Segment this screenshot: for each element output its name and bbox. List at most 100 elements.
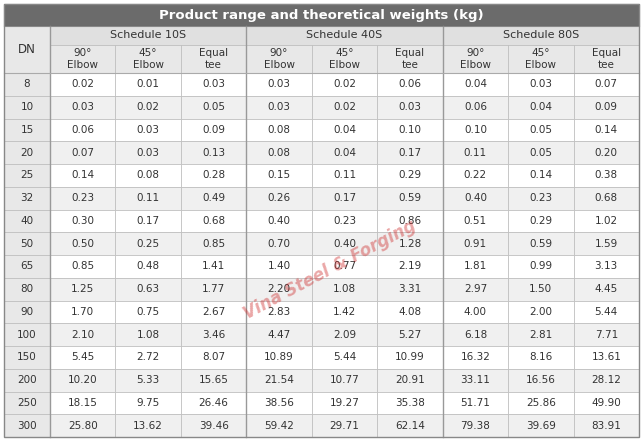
- Text: 0.48: 0.48: [136, 262, 159, 271]
- Text: 26.46: 26.46: [199, 398, 228, 408]
- Text: 0.63: 0.63: [136, 284, 159, 294]
- Bar: [377, 323, 442, 346]
- Text: 0.29: 0.29: [529, 216, 552, 226]
- Text: 1.50: 1.50: [529, 284, 552, 294]
- Text: 0.14: 0.14: [71, 170, 95, 180]
- Bar: [574, 278, 639, 300]
- Bar: [50, 232, 116, 255]
- Bar: [442, 26, 639, 45]
- Text: 0.40: 0.40: [267, 216, 291, 226]
- Bar: [312, 187, 377, 209]
- Bar: [116, 73, 181, 96]
- Text: 79.38: 79.38: [460, 421, 491, 430]
- Bar: [4, 141, 50, 164]
- Text: 0.03: 0.03: [71, 102, 95, 112]
- Text: 0.03: 0.03: [137, 125, 159, 135]
- Bar: [377, 255, 442, 278]
- Text: 0.04: 0.04: [464, 79, 487, 90]
- Text: 5.27: 5.27: [398, 329, 422, 340]
- Bar: [574, 414, 639, 437]
- Bar: [377, 119, 442, 141]
- Text: 35.38: 35.38: [395, 398, 425, 408]
- Bar: [377, 141, 442, 164]
- Text: 45°
Elbow: 45° Elbow: [525, 48, 556, 70]
- Text: 0.14: 0.14: [529, 170, 552, 180]
- Text: 10.20: 10.20: [68, 375, 98, 385]
- Bar: [116, 323, 181, 346]
- Text: 0.17: 0.17: [399, 148, 422, 157]
- Bar: [246, 209, 312, 232]
- Text: 0.03: 0.03: [399, 102, 421, 112]
- Bar: [377, 209, 442, 232]
- Bar: [50, 255, 116, 278]
- Text: 0.86: 0.86: [399, 216, 422, 226]
- Text: 0.11: 0.11: [333, 170, 356, 180]
- Text: Equal
tee: Equal tee: [592, 48, 621, 70]
- Bar: [4, 187, 50, 209]
- Bar: [181, 323, 246, 346]
- Text: 16.32: 16.32: [460, 352, 491, 363]
- Text: 0.25: 0.25: [136, 239, 159, 249]
- Bar: [442, 187, 508, 209]
- Bar: [246, 164, 312, 187]
- Bar: [246, 346, 312, 369]
- Bar: [574, 369, 639, 392]
- Bar: [442, 96, 508, 119]
- Text: 2.20: 2.20: [267, 284, 291, 294]
- Text: 10: 10: [21, 102, 33, 112]
- Bar: [181, 232, 246, 255]
- Text: 0.38: 0.38: [595, 170, 618, 180]
- Bar: [116, 414, 181, 437]
- Bar: [50, 73, 116, 96]
- Text: 0.68: 0.68: [595, 193, 618, 203]
- Text: 0.51: 0.51: [464, 216, 487, 226]
- Bar: [377, 346, 442, 369]
- Bar: [116, 141, 181, 164]
- Text: 0.04: 0.04: [333, 125, 356, 135]
- Bar: [50, 26, 246, 45]
- Bar: [442, 209, 508, 232]
- Text: 300: 300: [17, 421, 37, 430]
- Text: 45°
Elbow: 45° Elbow: [132, 48, 164, 70]
- Text: 21.54: 21.54: [264, 375, 294, 385]
- Text: 28.12: 28.12: [592, 375, 621, 385]
- Text: 2.19: 2.19: [398, 262, 422, 271]
- Bar: [116, 232, 181, 255]
- Bar: [377, 300, 442, 323]
- Text: Equal
tee: Equal tee: [395, 48, 424, 70]
- Bar: [246, 26, 442, 45]
- Text: 0.91: 0.91: [464, 239, 487, 249]
- Text: 40: 40: [21, 216, 33, 226]
- Text: 83.91: 83.91: [592, 421, 621, 430]
- Bar: [4, 209, 50, 232]
- Text: 0.04: 0.04: [333, 148, 356, 157]
- Text: 0.06: 0.06: [399, 79, 421, 90]
- Text: 8: 8: [24, 79, 30, 90]
- Bar: [181, 119, 246, 141]
- Bar: [4, 278, 50, 300]
- Text: 50: 50: [21, 239, 33, 249]
- Bar: [4, 4, 639, 26]
- Bar: [312, 164, 377, 187]
- Bar: [4, 73, 50, 96]
- Text: 0.01: 0.01: [137, 79, 159, 90]
- Text: Vina Steel & Forging: Vina Steel & Forging: [240, 217, 419, 323]
- Text: 90°
Elbow: 90° Elbow: [460, 48, 491, 70]
- Text: 5.44: 5.44: [333, 352, 356, 363]
- Text: 90°
Elbow: 90° Elbow: [264, 48, 294, 70]
- Bar: [246, 323, 312, 346]
- Text: 32: 32: [21, 193, 33, 203]
- Bar: [116, 45, 181, 73]
- Bar: [181, 369, 246, 392]
- Bar: [50, 209, 116, 232]
- Bar: [508, 255, 574, 278]
- Text: 25.80: 25.80: [68, 421, 98, 430]
- Bar: [508, 73, 574, 96]
- Bar: [508, 164, 574, 187]
- Bar: [574, 164, 639, 187]
- Text: 2.83: 2.83: [267, 307, 291, 317]
- Bar: [50, 96, 116, 119]
- Bar: [116, 392, 181, 414]
- Bar: [181, 414, 246, 437]
- Text: 0.23: 0.23: [71, 193, 95, 203]
